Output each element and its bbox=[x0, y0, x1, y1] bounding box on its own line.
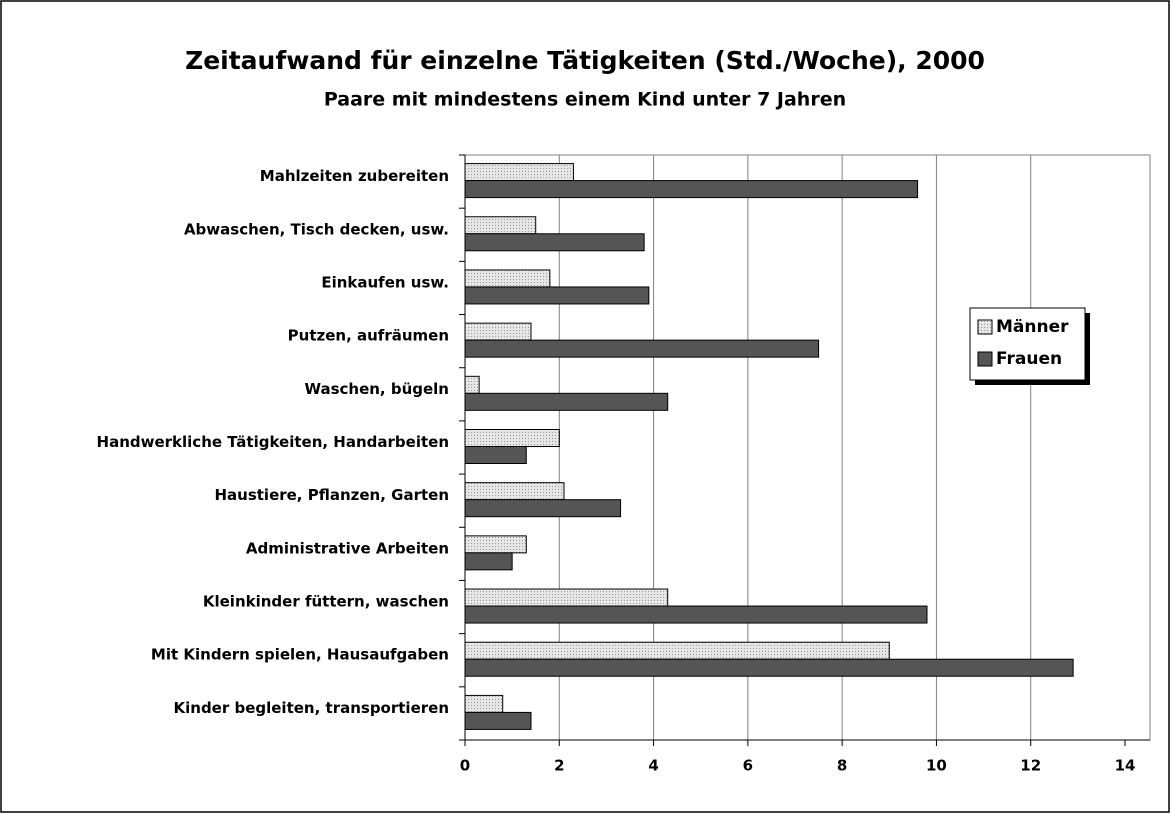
x-tick-label: 2 bbox=[554, 757, 564, 775]
y-tick-label: Abwaschen, Tisch decken, usw. bbox=[184, 220, 449, 238]
bar bbox=[464, 588, 669, 607]
y-tick-label: Haustiere, Pflanzen, Garten bbox=[214, 486, 449, 504]
x-tick-label: 10 bbox=[926, 757, 947, 775]
legend-label: Männer bbox=[996, 317, 1069, 337]
bar bbox=[464, 446, 527, 464]
y-tick-label: Administrative Arbeiten bbox=[246, 539, 449, 557]
bar bbox=[464, 163, 574, 182]
legend-label: Frauen bbox=[996, 349, 1062, 369]
y-tick-label: Kinder begleiten, transportieren bbox=[174, 699, 450, 717]
bar bbox=[464, 429, 560, 447]
bar bbox=[464, 694, 504, 713]
y-tick-label: Mahlzeiten zubereiten bbox=[260, 167, 449, 185]
x-tick-label: 4 bbox=[648, 757, 658, 775]
bar bbox=[464, 482, 565, 501]
bar bbox=[464, 216, 537, 235]
x-tick-label: 8 bbox=[837, 757, 847, 775]
bar bbox=[464, 658, 1074, 677]
bar bbox=[464, 641, 890, 660]
x-tick-label: 6 bbox=[743, 757, 753, 775]
y-tick-label: Putzen, aufräumen bbox=[288, 327, 449, 345]
y-tick-label: Kleinkinder füttern, waschen bbox=[203, 593, 449, 611]
bar bbox=[464, 269, 551, 288]
bar bbox=[464, 535, 527, 554]
bar bbox=[464, 375, 480, 394]
bar bbox=[464, 552, 513, 571]
bar bbox=[464, 233, 645, 252]
y-tick-label: Handwerkliche Tätigkeiten, Handarbeiten bbox=[97, 433, 449, 451]
bar bbox=[464, 322, 532, 341]
bar bbox=[464, 392, 669, 411]
legend-swatch bbox=[977, 351, 993, 367]
bar bbox=[464, 286, 650, 305]
bar bbox=[464, 499, 622, 518]
y-tick-label: Mit Kindern spielen, Hausaufgaben bbox=[151, 646, 449, 664]
x-tick-label: 12 bbox=[1020, 757, 1041, 775]
x-tick-label: 14 bbox=[1115, 757, 1136, 775]
y-tick-label: Einkaufen usw. bbox=[321, 273, 449, 291]
bar bbox=[464, 339, 820, 358]
chart-title: Zeitaufwand für einzelne Tätigkeiten (St… bbox=[185, 46, 985, 75]
x-tick-label: 0 bbox=[460, 757, 470, 775]
bar bbox=[464, 180, 919, 199]
bar bbox=[464, 711, 532, 730]
legend-swatch bbox=[977, 319, 993, 335]
chart-subtitle: Paare mit mindestens einem Kind unter 7 … bbox=[324, 89, 846, 111]
y-tick-label: Waschen, bügeln bbox=[304, 380, 449, 398]
bar bbox=[464, 605, 928, 624]
